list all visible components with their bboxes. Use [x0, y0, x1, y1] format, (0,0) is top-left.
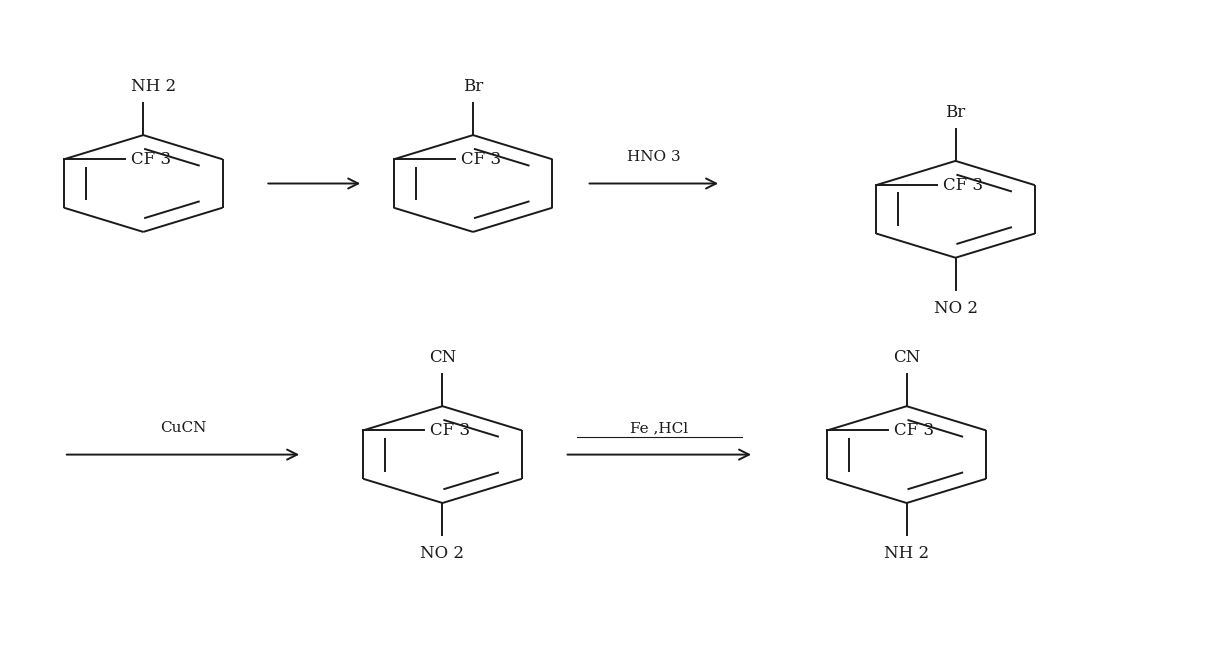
- Text: NO 2: NO 2: [934, 299, 978, 316]
- Text: CF 3: CF 3: [944, 176, 984, 193]
- Text: CF 3: CF 3: [131, 151, 172, 168]
- Text: NO 2: NO 2: [421, 545, 465, 562]
- Text: HNO 3: HNO 3: [627, 150, 681, 164]
- Text: CF 3: CF 3: [894, 422, 935, 439]
- Text: CN: CN: [429, 349, 456, 366]
- Text: NH 2: NH 2: [885, 545, 929, 562]
- Text: CF 3: CF 3: [431, 422, 470, 439]
- Text: Fe ,HCl: Fe ,HCl: [631, 421, 688, 436]
- Text: NH 2: NH 2: [131, 78, 177, 95]
- Text: Br: Br: [945, 104, 966, 121]
- Text: CuCN: CuCN: [160, 421, 206, 436]
- Text: CN: CN: [893, 349, 920, 366]
- Text: Br: Br: [463, 78, 483, 95]
- Text: CF 3: CF 3: [461, 151, 501, 168]
